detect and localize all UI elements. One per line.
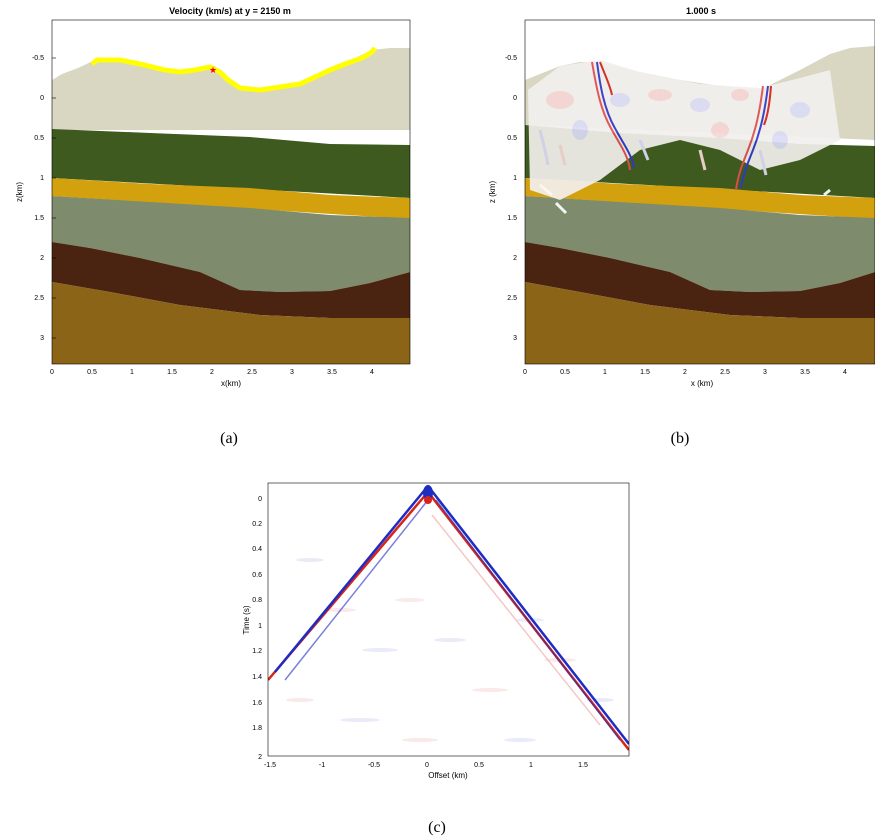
ytick-label: 1.5 (507, 215, 517, 222)
ytick-label: 1.2 (252, 648, 262, 655)
panel-c-frame (267, 482, 630, 757)
panel-a-xlabel: x(km) (221, 379, 241, 388)
panel-a-yticks: -0.5 0 0.5 1 1.5 2 2.5 3 (32, 55, 44, 342)
xtick-label: 0 (50, 369, 54, 376)
layer-green-dark (52, 129, 410, 198)
xtick-label: 1 (603, 369, 607, 376)
layer-gold (525, 178, 875, 219)
panel-c-ylabel: Time (s) (242, 605, 251, 634)
ytick-label: 3 (40, 335, 44, 342)
xtick-label: 1 (130, 369, 134, 376)
shot-gather (268, 483, 629, 756)
layer-sage (52, 196, 410, 292)
xtick-label: 0 (425, 762, 429, 769)
panel-b-xticks: 0 0.5 1 1.5 2 2.5 3 3.5 4 (523, 369, 847, 376)
xtick-label: 3 (290, 369, 294, 376)
panel-c-xlabel: Offset (km) (428, 771, 468, 780)
ytick-label: 2.5 (34, 295, 44, 302)
xtick-label: 3.5 (800, 369, 810, 376)
xtick-label: 2 (210, 369, 214, 376)
xtick-label: 1.5 (167, 369, 177, 376)
panel-c: 0 0.2 0.4 0.6 0.8 1 1.2 1.4 1.6 1.8 2 -1… (242, 482, 630, 836)
layer-brown-dark (52, 242, 410, 318)
xtick-label: 1.5 (578, 762, 588, 769)
panel-a-title: Velocity (km/s) at y = 2150 m (169, 6, 291, 16)
panel-c-xticks: -1.5 -1 -0.5 0 0.5 1 1.5 (264, 762, 588, 769)
xtick-label: -1.5 (264, 762, 276, 769)
ytick-label: 1.4 (252, 674, 262, 681)
source-star: ★ (209, 65, 217, 75)
panel-c-yticks: 0 0.2 0.4 0.6 0.8 1 1.2 1.4 1.6 1.8 2 (252, 496, 262, 761)
panel-b-xlabel: x (km) (691, 379, 714, 388)
ytick-label: 1.8 (252, 725, 262, 732)
ytick-label: 0.5 (34, 135, 44, 142)
panel-b-ylabel: z (km) (488, 181, 497, 204)
ytick-label: 0 (513, 95, 517, 102)
ytick-label: 1.5 (34, 215, 44, 222)
panel-b: 1.000 s (488, 6, 875, 447)
panel-a-ylabel: z(km) (15, 182, 24, 202)
xtick-label: -0.5 (368, 762, 380, 769)
xtick-label: 0.5 (560, 369, 570, 376)
xtick-label: 3.5 (327, 369, 337, 376)
panel-c-caption: (c) (428, 819, 446, 836)
layer-gold (52, 178, 410, 219)
panel-b-frame (524, 19, 875, 365)
panel-a-xticks: 0 0.5 1 1.5 2 2.5 3 3.5 4 (50, 369, 374, 376)
xtick-label: 2.5 (247, 369, 257, 376)
ytick-label: 2 (258, 754, 262, 761)
ytick-label: 1 (40, 175, 44, 182)
ytick-label: 0.8 (252, 597, 262, 604)
ytick-label: 3 (513, 335, 517, 342)
velocity-layers: ★ (52, 20, 410, 364)
ytick-label: 0.4 (252, 546, 262, 553)
xtick-label: 1 (529, 762, 533, 769)
ytick-label: 0.6 (252, 572, 262, 579)
ytick-label: 2 (40, 255, 44, 262)
xtick-label: 4 (843, 369, 847, 376)
ytick-label: 2 (513, 255, 517, 262)
panel-a: Velocity (km/s) at y = 2150 m ★ -0.5 0 0… (15, 6, 411, 447)
panel-a-frame (51, 19, 411, 365)
wavefield-overlay (528, 60, 840, 215)
xtick-label: 0.5 (87, 369, 97, 376)
panel-a-caption: (a) (220, 430, 238, 447)
layer-sage (525, 196, 875, 292)
receiver-line (90, 46, 377, 93)
panel-b-caption: (b) (671, 430, 690, 447)
ytick-label: 2.5 (507, 295, 517, 302)
xtick-label: 1.5 (640, 369, 650, 376)
layer-brown-dark (525, 242, 875, 318)
ytick-label: 1 (258, 623, 262, 630)
xtick-label: 2.5 (720, 369, 730, 376)
ytick-label: 1.6 (252, 700, 262, 707)
layer-brown (52, 282, 410, 364)
noise-texture (286, 558, 614, 742)
xtick-label: 0.5 (474, 762, 484, 769)
ytick-label: 1 (513, 175, 517, 182)
weathering-layer (52, 48, 410, 130)
ytick-label: 0.2 (252, 521, 262, 528)
ytick-label: 0 (258, 496, 262, 503)
ytick-label: -0.5 (32, 55, 44, 62)
xtick-label: 4 (370, 369, 374, 376)
layer-brown (525, 282, 875, 364)
ytick-label: 0.5 (507, 135, 517, 142)
ytick-label: -0.5 (505, 55, 517, 62)
xtick-label: 3 (763, 369, 767, 376)
xtick-label: -1 (319, 762, 325, 769)
panel-b-title: 1.000 s (686, 6, 716, 16)
xtick-label: 2 (683, 369, 687, 376)
xtick-label: 0 (523, 369, 527, 376)
panel-b-yticks: -0.5 0 0.5 1 1.5 2 2.5 3 (505, 55, 517, 342)
ytick-label: 0 (40, 95, 44, 102)
